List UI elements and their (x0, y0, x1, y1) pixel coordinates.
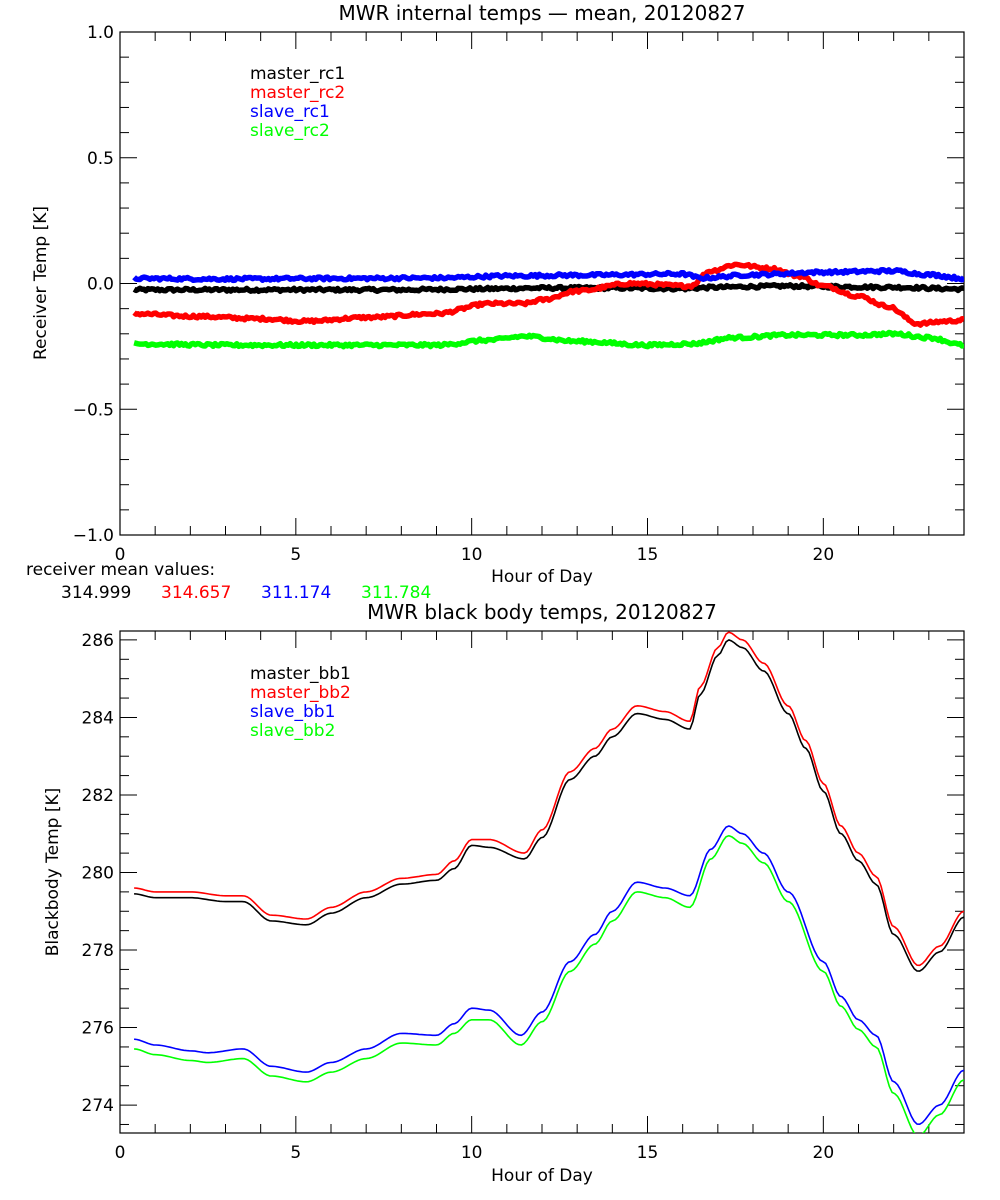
receiver-mean-value: 311.174 (261, 583, 331, 603)
x-tick-label: 20 (813, 1143, 835, 1163)
axes: 0 5 10 15 20 274 276 278 280 282 284 286 (82, 630, 965, 1163)
series-line-slave-bb1 (134, 825, 964, 1125)
plot-title: MWR black body temps, 20120827 (367, 600, 717, 624)
y-tick-label: 274 (82, 1096, 114, 1116)
receiver-mean-value: 314.999 (61, 583, 131, 603)
y-tick-label: 282 (82, 786, 114, 806)
y-tick-label: 284 (82, 708, 114, 728)
legend-entry-master-rc1: master_rc1 (250, 64, 345, 84)
series-line-slave-rc2 (133, 329, 964, 350)
y-tick-label: 0.0 (87, 275, 114, 295)
axes: 0 5 10 15 20 −1.0 −0.5 0.0 0.5 1.0 (73, 23, 965, 565)
x-tick-label: 20 (813, 545, 835, 565)
y-tick-label: 280 (82, 864, 114, 884)
x-tick-label: 5 (290, 1143, 301, 1163)
legend-entry-slave-rc1: slave_rc1 (250, 102, 330, 122)
legend-entry-master-bb1: master_bb1 (250, 664, 351, 684)
y-tick-label: 278 (82, 941, 114, 961)
y-tick-label: 0.5 (87, 149, 114, 169)
receiver-mean-value: 314.657 (161, 583, 231, 603)
legend-entry-slave-rc2: slave_rc2 (250, 121, 330, 141)
series-line-master-bb2 (134, 631, 964, 967)
blackbody-temps-plot: MWR black body temps, 20120827 Hour of D… (43, 600, 965, 1186)
receiver-mean-value: 311.784 (361, 583, 431, 603)
series-line-master-bb1 (134, 639, 964, 972)
y-axis-label: Blackbody Temp [K] (43, 788, 63, 957)
x-tick-label: 0 (115, 1143, 126, 1163)
legend-entry-master-rc2: master_rc2 (250, 83, 345, 103)
x-axis-label: Hour of Day (491, 567, 593, 587)
plot-title: MWR internal temps — mean, 20120827 (338, 1, 745, 25)
x-tick-label: 10 (461, 1143, 483, 1163)
series-lines (134, 631, 964, 1133)
legend-entry-master-bb2: master_bb2 (250, 683, 351, 703)
x-tick-label: 15 (637, 545, 659, 565)
y-tick-label: −0.5 (73, 400, 114, 420)
x-tick-label: 5 (290, 545, 301, 565)
x-axis-label: Hour of Day (491, 1166, 593, 1186)
receiver-mean-label: receiver mean values: (26, 560, 215, 580)
x-tick-label: 10 (461, 545, 483, 565)
series-lines (132, 261, 964, 350)
legend-entry-slave-bb2: slave_bb2 (250, 721, 335, 741)
y-tick-label: −1.0 (73, 526, 114, 546)
series-line-master-rc2 (132, 261, 964, 328)
y-axis-label: Receiver Temp [K] (31, 206, 51, 360)
receiver-temps-plot: MWR internal temps — mean, 20120827 Hour… (26, 1, 965, 603)
y-tick-label: 1.0 (87, 23, 114, 43)
y-tick-label: 276 (82, 1019, 114, 1039)
series-line-slave-bb2 (134, 834, 964, 1133)
series-line-slave-rc1 (132, 266, 964, 284)
receiver-mean-annotation: receiver mean values: 314.999 314.657 31… (26, 560, 431, 603)
x-tick-label: 15 (637, 1143, 659, 1163)
legend-entry-slave-bb1: slave_bb1 (250, 702, 335, 722)
x-tick-label: 0 (115, 545, 126, 565)
y-tick-label: 286 (82, 631, 114, 651)
